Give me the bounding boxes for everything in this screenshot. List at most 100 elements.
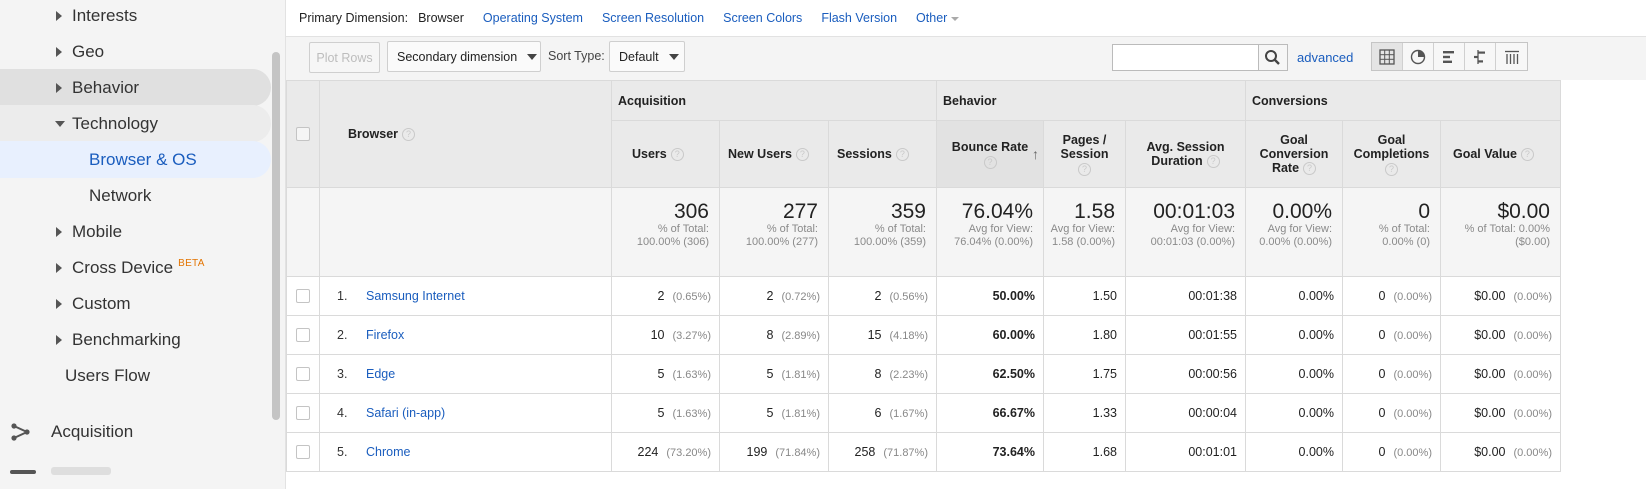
sidebar-item-browser-os[interactable]: Browser & OS: [0, 141, 271, 178]
help-icon[interactable]: ?: [895, 148, 909, 162]
browser-link[interactable]: Chrome: [366, 445, 411, 459]
goal-value-cell: $0.00 (0.00%): [1440, 276, 1561, 316]
goal-conversion-rate-cell: 0.00%: [1245, 354, 1343, 394]
cell-value: 199: [746, 445, 768, 459]
browser-link[interactable]: Edge: [366, 367, 396, 381]
row-checkbox[interactable]: [296, 406, 310, 420]
sidebar-item-benchmarking[interactable]: Benchmarking: [0, 321, 271, 358]
caret-right-icon: [56, 82, 62, 93]
table-view-button[interactable]: [1372, 43, 1403, 70]
total-subtext: % of Total: 100.00% (277): [745, 223, 818, 248]
cell-value: $0.00: [1474, 289, 1506, 303]
help-icon[interactable]: ?: [1520, 148, 1534, 162]
cell-value: 5: [657, 367, 665, 381]
sort-type-value: Default: [619, 49, 659, 64]
table-search-input[interactable]: [1112, 44, 1262, 71]
users-cell: 10 (3.27%): [611, 315, 720, 355]
row-index: 1.: [337, 289, 348, 303]
total-pages-session-cell: 1.58 Avg for View: 1.58 (0.00%): [1043, 187, 1126, 277]
sidebar-item-label: Behavior: [72, 77, 140, 97]
pivot-icon: [1504, 50, 1519, 64]
pages-session-column-header[interactable]: Pages / Session?: [1043, 120, 1126, 188]
goal-completions-cell: 0 (0.00%): [1342, 432, 1441, 472]
help-icon[interactable]: ?: [1385, 162, 1398, 176]
help-icon[interactable]: ?: [1303, 162, 1317, 176]
sidebar-item-cross-device[interactable]: Cross Device BETA: [0, 249, 271, 286]
sidebar-item-network[interactable]: Network: [0, 177, 271, 214]
pie-view-button[interactable]: [1403, 43, 1434, 70]
goal-completions-column-header[interactable]: Goal Completions?: [1342, 120, 1441, 188]
bounce-rate-cell: 73.64%: [936, 432, 1044, 472]
row-checkbox[interactable]: [296, 367, 310, 381]
row-checkbox[interactable]: [296, 289, 310, 303]
table-group-header-row: Browser? Acquisition Behavior Conversion…: [286, 80, 1561, 188]
new-users-column-header[interactable]: New Users?: [719, 120, 829, 188]
goal-conversion-rate-column-header[interactable]: Goal Conversion Rate?: [1245, 120, 1343, 188]
dimension-link-screen-colors[interactable]: Screen Colors: [723, 11, 803, 25]
help-icon[interactable]: ?: [983, 155, 997, 169]
column-label: Sessions: [837, 146, 892, 161]
secondary-dimension-dropdown[interactable]: Secondary dimension: [387, 41, 541, 72]
sessions-cell: 15 (4.18%): [828, 315, 937, 355]
row-checkbox[interactable]: [296, 328, 310, 342]
chevron-down-icon: [951, 16, 960, 21]
sessions-column-header[interactable]: Sessions?: [828, 120, 937, 188]
dimension-link-operating-system[interactable]: Operating System: [482, 11, 583, 25]
select-all-checkbox[interactable]: [296, 127, 310, 141]
cell-percent: (0.00%): [1393, 291, 1432, 303]
comparison-icon: [1474, 49, 1485, 64]
pivot-view-button[interactable]: [1496, 43, 1527, 70]
sidebar-item-technology[interactable]: Technology: [0, 105, 271, 142]
users-column-header[interactable]: Users?: [611, 120, 720, 188]
cell-value: 10: [650, 328, 665, 342]
help-icon[interactable]: ?: [670, 148, 684, 162]
sidebar-scrollbar[interactable]: [272, 52, 280, 420]
performance-view-button[interactable]: [1434, 43, 1465, 70]
advanced-filter-link[interactable]: advanced: [1297, 50, 1354, 65]
bounce-rate-column-header[interactable]: Bounce Rate? ↑: [936, 120, 1044, 188]
total-subtext: % of Total: 0.00% (0): [1378, 223, 1430, 248]
sidebar-item-interests[interactable]: Interests: [0, 0, 271, 34]
help-icon[interactable]: ?: [1078, 162, 1091, 176]
sort-type-dropdown[interactable]: Default: [609, 41, 685, 72]
primary-dimension-bar: Primary Dimension: Browser Operating Sys…: [299, 11, 978, 25]
dimension-other-dropdown[interactable]: Other: [916, 11, 960, 25]
cell-value: 6: [874, 406, 882, 420]
sidebar-item-behavior[interactable]: Behavior: [0, 69, 271, 106]
avg-session-duration-cell: 00:00:04: [1125, 393, 1246, 433]
sidebar-item-label: Network: [89, 185, 152, 205]
sidebar-item-mobile[interactable]: Mobile: [0, 213, 271, 250]
sidebar-item-geo[interactable]: Geo: [0, 33, 271, 70]
browser-link[interactable]: Firefox: [366, 328, 405, 342]
dimension-link-flash-version[interactable]: Flash Version: [821, 11, 898, 25]
help-icon[interactable]: ?: [402, 128, 416, 142]
column-label: Avg. Session Duration: [1146, 139, 1225, 168]
browser-column-header[interactable]: Browser?: [319, 80, 612, 188]
sidebar-item-label: Benchmarking: [72, 329, 181, 349]
dimension-link-screen-resolution[interactable]: Screen Resolution: [601, 11, 705, 25]
sidebar-item-custom[interactable]: Custom: [0, 285, 271, 322]
goal-value-column-header[interactable]: Goal Value?: [1440, 120, 1561, 188]
total-subtext: Avg for View: 0.00% (0.00%): [1259, 223, 1332, 248]
cell-percent: (3.27%): [672, 330, 711, 342]
performance-bar-icon: [1443, 50, 1454, 63]
column-label: Pages / Session: [1060, 132, 1109, 161]
row-checkbox-cell: [286, 315, 320, 355]
sidebar-item-users-flow[interactable]: Users Flow: [0, 357, 271, 394]
cell-percent: (0.00%): [1513, 330, 1552, 342]
search-button[interactable]: [1258, 44, 1288, 71]
comparison-view-button[interactable]: [1465, 43, 1496, 70]
help-icon[interactable]: ?: [795, 148, 809, 162]
help-icon[interactable]: ?: [1206, 155, 1220, 169]
avg-session-duration-column-header[interactable]: Avg. Session Duration?: [1125, 120, 1246, 188]
browser-link[interactable]: Safari (in-app): [366, 406, 446, 420]
sidebar-item-label: Mobile: [72, 221, 123, 241]
table-view-icon: [1379, 48, 1395, 65]
cell-percent: (0.00%): [1393, 369, 1432, 381]
report-main: Primary Dimension: Browser Operating Sys…: [286, 0, 1646, 489]
table-row: 2. Firefox 10 (3.27%) 8 (2.89%) 15 (4.18%) 6…: [286, 315, 1561, 355]
row-checkbox-cell: [286, 354, 320, 394]
plot-rows-button[interactable]: Plot Rows: [309, 42, 380, 73]
browser-link[interactable]: Samsung Internet: [366, 289, 465, 303]
row-checkbox[interactable]: [296, 445, 310, 459]
